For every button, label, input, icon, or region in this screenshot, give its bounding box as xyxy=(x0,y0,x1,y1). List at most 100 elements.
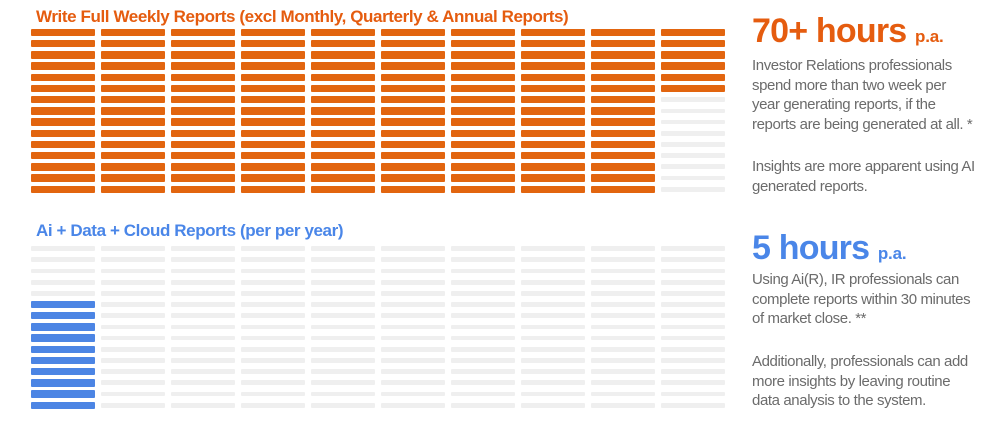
pictogram-unit xyxy=(31,366,95,377)
unit-bar-empty xyxy=(101,358,165,363)
pictogram-column xyxy=(451,243,515,411)
pictogram-unit xyxy=(31,288,95,299)
pictogram-unit xyxy=(101,83,165,94)
pictogram-unit xyxy=(381,83,445,94)
pictogram-unit xyxy=(661,277,725,288)
unit-bar-filled xyxy=(31,151,95,160)
pictogram-unit xyxy=(381,400,445,411)
pictogram-unit xyxy=(311,310,375,321)
unit-bar-empty xyxy=(661,175,725,181)
pictogram-unit xyxy=(451,150,515,161)
unit-bar-filled xyxy=(241,40,305,48)
pictogram-unit xyxy=(661,128,725,139)
pictogram-unit xyxy=(591,388,655,399)
pictogram-unit xyxy=(521,243,585,254)
unit-bar-empty xyxy=(241,313,305,319)
pictogram-unit xyxy=(101,184,165,195)
pictogram-column xyxy=(521,243,585,411)
pictogram-unit xyxy=(31,94,95,105)
unit-bar-filled xyxy=(451,107,515,115)
unit-bar-filled xyxy=(171,73,235,82)
pictogram-unit xyxy=(31,277,95,288)
pictogram-unit xyxy=(311,265,375,276)
unit-bar-filled xyxy=(521,96,585,104)
pictogram-unit xyxy=(171,83,235,94)
unit-bar-empty xyxy=(451,279,515,285)
pictogram-column xyxy=(311,243,375,411)
unit-bar-filled xyxy=(521,163,585,171)
unit-bar-filled xyxy=(661,28,725,37)
pictogram-unit xyxy=(101,333,165,344)
unit-bar-empty xyxy=(661,324,725,330)
unit-bar-empty xyxy=(381,391,445,397)
unit-bar-empty xyxy=(311,380,375,386)
unit-bar-filled xyxy=(591,73,655,82)
pictogram-unit xyxy=(451,172,515,183)
unit-bar-filled xyxy=(31,73,95,82)
pictogram-unit xyxy=(311,388,375,399)
pictogram-unit xyxy=(521,184,585,195)
unit-bar-empty xyxy=(241,257,305,263)
unit-bar-filled xyxy=(31,367,95,376)
pictogram-unit xyxy=(31,377,95,388)
unit-bar-empty xyxy=(521,246,585,251)
unit-bar-empty xyxy=(451,402,515,408)
pictogram-unit xyxy=(521,128,585,139)
pictogram-column xyxy=(101,27,165,195)
unit-bar-empty xyxy=(381,402,445,408)
ai-description-2: Additionally, professionals can add more… xyxy=(752,353,968,409)
unit-bar-empty xyxy=(171,279,235,285)
pictogram-unit xyxy=(661,38,725,49)
pictogram-unit xyxy=(381,321,445,332)
pictogram-column xyxy=(31,27,95,195)
unit-bar-empty xyxy=(661,153,725,159)
unit-bar-empty xyxy=(311,290,375,296)
unit-bar-empty xyxy=(521,268,585,274)
unit-bar-empty xyxy=(521,391,585,397)
unit-bar-empty xyxy=(381,346,445,352)
pictogram-unit xyxy=(451,388,515,399)
unit-bar-empty xyxy=(451,335,515,341)
pictogram-unit xyxy=(241,299,305,310)
pictogram-unit xyxy=(521,139,585,150)
pictogram-unit xyxy=(101,321,165,332)
pictogram-unit xyxy=(381,94,445,105)
unit-bar-empty xyxy=(591,335,655,341)
pictogram-unit xyxy=(381,355,445,366)
unit-bar-empty xyxy=(661,164,725,170)
pictogram-unit xyxy=(171,254,235,265)
unit-bar-empty xyxy=(661,257,725,263)
pictogram-column xyxy=(241,27,305,195)
weekly-reports-title: Write Full Weekly Reports (excl Monthly,… xyxy=(36,7,569,26)
pictogram-unit xyxy=(591,310,655,321)
unit-bar-empty xyxy=(661,130,725,136)
pictogram-unit xyxy=(591,265,655,276)
pictogram-unit xyxy=(311,94,375,105)
pictogram-unit xyxy=(451,72,515,83)
unit-bar-filled xyxy=(241,51,305,59)
pictogram-unit xyxy=(311,172,375,183)
pictogram-unit xyxy=(451,310,515,321)
weekly-hours-stat: 70+ hours p.a. xyxy=(752,14,944,48)
pictogram-unit xyxy=(661,184,725,195)
pictogram-unit xyxy=(381,150,445,161)
pictogram-unit xyxy=(521,400,585,411)
unit-bar-empty xyxy=(521,335,585,341)
pictogram-unit xyxy=(101,139,165,150)
pictogram-unit xyxy=(521,321,585,332)
pictogram-column xyxy=(311,27,375,195)
pictogram-unit xyxy=(661,299,725,310)
pictogram-unit xyxy=(101,150,165,161)
pictogram-unit xyxy=(521,94,585,105)
unit-bar-filled xyxy=(241,62,305,70)
unit-bar-empty xyxy=(241,268,305,274)
pictogram-unit xyxy=(661,388,725,399)
unit-bar-empty xyxy=(311,279,375,285)
unit-bar-filled xyxy=(31,40,95,48)
pictogram-unit xyxy=(451,128,515,139)
pictogram-unit xyxy=(31,388,95,399)
unit-bar-empty xyxy=(661,346,725,352)
pictogram-unit xyxy=(31,27,95,38)
pictogram-unit xyxy=(451,400,515,411)
unit-bar-empty xyxy=(101,302,165,307)
